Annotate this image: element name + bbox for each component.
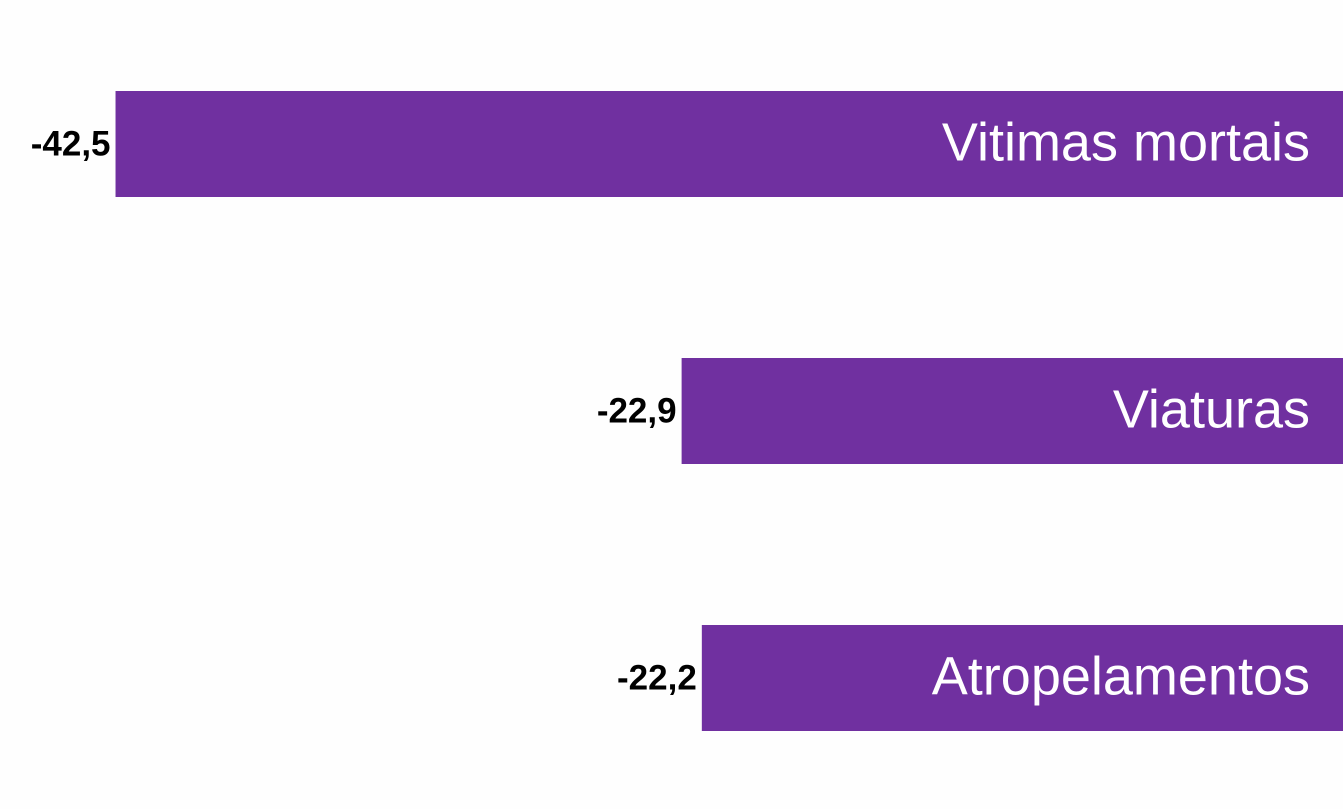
bar <box>681 358 1343 464</box>
value-label: -22,2 <box>617 658 697 697</box>
value-label: -42,5 <box>31 124 111 163</box>
value-label: -22,9 <box>597 391 677 430</box>
category-label: Viaturas <box>1113 379 1310 439</box>
category-label: Vitimas mortais <box>942 112 1310 172</box>
category-label: Atropelamentos <box>932 646 1310 706</box>
bar <box>115 91 1343 197</box>
bar <box>701 625 1343 731</box>
